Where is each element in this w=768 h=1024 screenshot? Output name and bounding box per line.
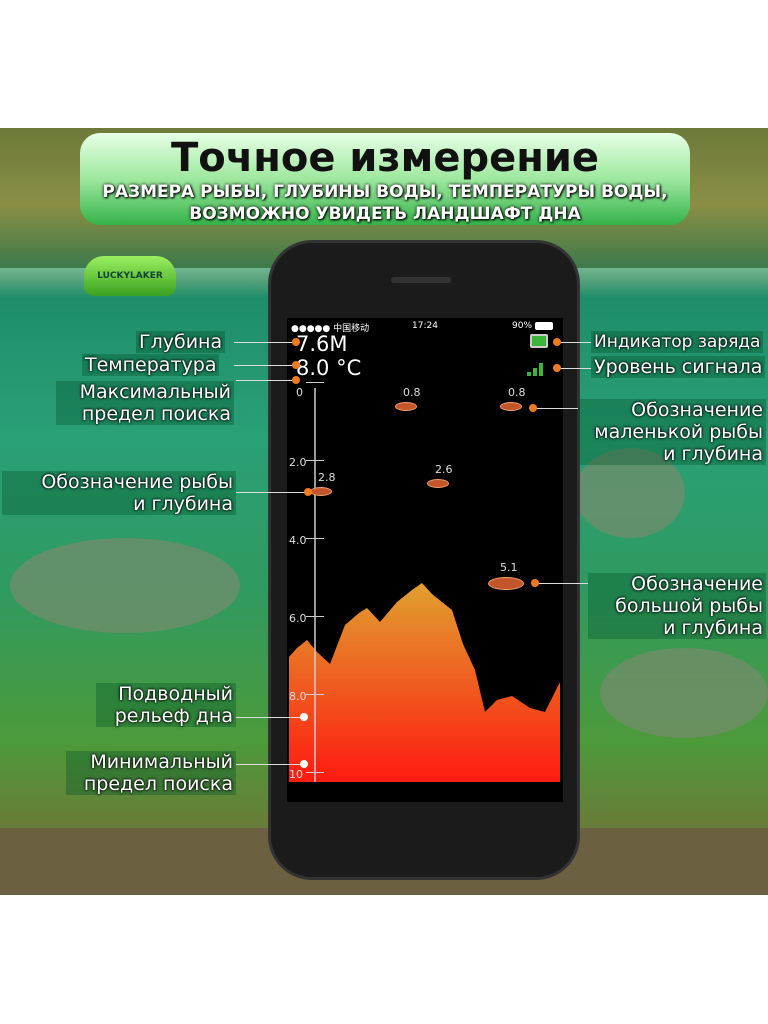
- text: маленькой рыбы: [594, 421, 763, 443]
- depth-tick-label: 10: [289, 768, 303, 781]
- text: и глубина: [133, 493, 233, 515]
- marker-dot: [300, 760, 308, 768]
- label-battery: Индикатор заряда: [591, 331, 764, 353]
- depth-tick: [306, 694, 324, 695]
- text: и глубина: [663, 443, 763, 465]
- connector: [236, 492, 306, 493]
- depth-tick: [306, 772, 324, 773]
- banner-title: Точное измерение: [170, 135, 600, 181]
- connector: [234, 342, 294, 343]
- connector: [236, 380, 294, 381]
- fish-depth-label: 2.8: [318, 471, 336, 484]
- speaker: [391, 277, 451, 283]
- label-temperature: Температура: [82, 354, 220, 376]
- fish-depth-label: 2.6: [435, 463, 453, 476]
- depth-tick: [306, 460, 324, 461]
- marker-dot: [304, 488, 312, 496]
- connector: [532, 408, 578, 409]
- sonar-screen: [287, 318, 563, 802]
- connector: [234, 365, 294, 366]
- big-fish-icon: [488, 577, 524, 590]
- connector: [534, 583, 588, 584]
- temperature-readout: 8.0 °C: [296, 356, 362, 380]
- label-small-fish: Обозначение маленькой рыбы и глубина: [578, 399, 766, 465]
- small-fish-icon: [310, 487, 332, 496]
- depth-tick-label: 0: [296, 386, 303, 399]
- depth-tick: [306, 382, 324, 383]
- carrier: ●●●●● 中国移动: [291, 324, 370, 334]
- depth-tick-label: 2.0: [289, 456, 307, 469]
- text: и глубина: [663, 617, 763, 639]
- marker-dot: [292, 376, 300, 384]
- crappie-image: [575, 448, 685, 538]
- text: Обозначение: [631, 399, 763, 421]
- label-big-fish: Обозначение большой рыбы и глубина: [588, 573, 766, 639]
- marker-dot: [529, 404, 537, 412]
- text: Обозначение: [631, 573, 763, 595]
- depth-tick-label: 8.0: [289, 690, 307, 703]
- battery-charge-icon: [530, 334, 548, 348]
- text: рельеф дна: [114, 705, 233, 727]
- banner-subtitle-2: ВОЗМОЖНО УВИДЕТЬ ЛАНДШАФТ ДНА: [189, 204, 581, 224]
- sonar-chart: [289, 388, 560, 782]
- marker-dot: [553, 364, 561, 372]
- marker-dot: [531, 579, 539, 587]
- bass-image: [600, 648, 768, 738]
- small-fish-icon: [427, 479, 449, 488]
- banner-subtitle-1: РАЗМЕРА РЫБЫ, ГЛУБИНЫ ВОДЫ, ТЕМПЕРАТУРЫ …: [102, 182, 668, 202]
- marker-dot: [553, 338, 561, 346]
- depth-tick: [306, 538, 324, 539]
- depth-tick-label: 6.0: [289, 612, 307, 625]
- signal-icon: [527, 362, 547, 376]
- clock: 17:24: [412, 321, 438, 331]
- connector: [556, 368, 591, 369]
- label-bottom: Подводный рельеф дна: [96, 683, 236, 727]
- text: Обозначение рыбы: [41, 471, 233, 493]
- label-depth: Глубина: [136, 331, 226, 353]
- label-fish: Обозначение рыбы и глубина: [2, 471, 236, 515]
- connector: [236, 717, 302, 718]
- marker-dot: [292, 361, 300, 369]
- depth-readout: 7.6M: [296, 332, 348, 356]
- fish-depth-label: 0.8: [508, 386, 526, 399]
- fish-depth-label: 5.1: [500, 561, 518, 574]
- text: большой рыбы: [615, 595, 763, 617]
- sonar-float-logo: LUCKYLAKER: [84, 256, 176, 296]
- title-banner: Точное измерение РАЗМЕРА РЫБЫ, ГЛУБИНЫ В…: [80, 133, 690, 225]
- text: предел поиска: [83, 773, 233, 795]
- label-min-range: Минимальный предел поиска: [66, 751, 236, 795]
- perch-image: [10, 538, 240, 633]
- label-max-range: Максимальный предел поиска: [56, 381, 234, 425]
- connector: [236, 764, 302, 765]
- fish-depth-label: 0.8: [403, 386, 421, 399]
- small-fish-icon: [395, 402, 417, 411]
- marker-dot: [292, 338, 300, 346]
- bottom-terrain: [289, 583, 560, 782]
- label-signal: Уровень сигнала: [591, 356, 766, 378]
- depth-tick: [306, 616, 324, 617]
- text: Подводный: [118, 683, 233, 705]
- small-fish-icon: [500, 402, 522, 411]
- battery-percent: 90%: [512, 321, 533, 331]
- text: Максимальный: [79, 381, 231, 403]
- status-battery-icon: [535, 322, 553, 330]
- depth-tick-label: 4.0: [289, 534, 307, 547]
- connector: [556, 342, 591, 343]
- marker-dot: [300, 713, 308, 721]
- brand-text: LUCKYLAKER: [97, 271, 163, 281]
- text: предел поиска: [81, 403, 231, 425]
- text: Минимальный: [90, 751, 233, 773]
